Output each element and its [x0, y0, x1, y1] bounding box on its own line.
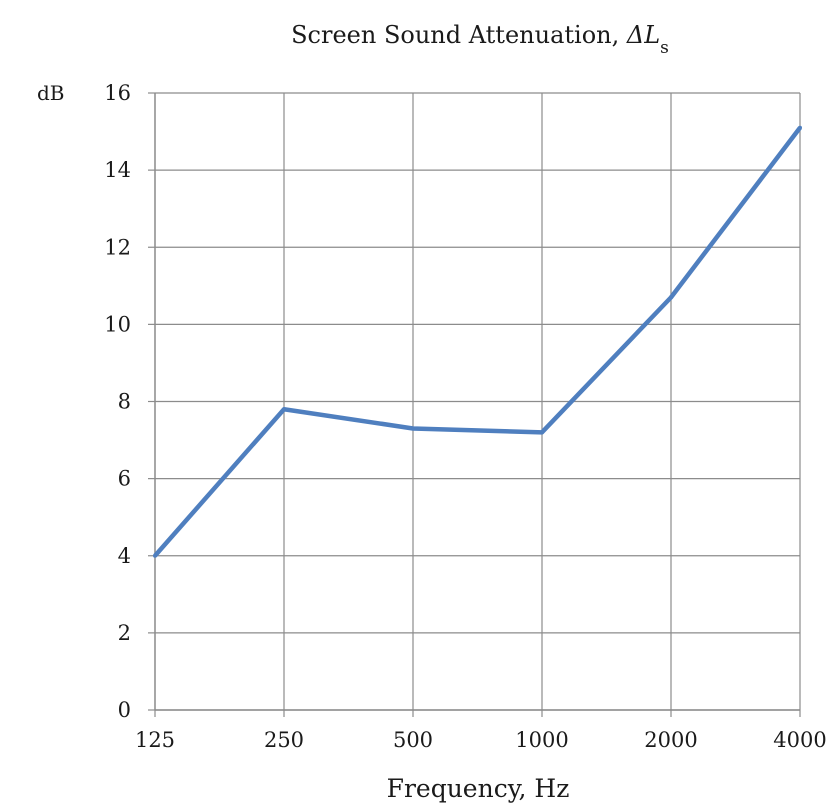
data-point	[798, 125, 802, 130]
series-group	[153, 125, 802, 558]
axes	[148, 92, 801, 717]
y-tick-label: 4	[118, 544, 131, 568]
x-axis-label: Frequency, Hz	[387, 774, 570, 803]
y-tick-label: 8	[118, 390, 131, 414]
series-line	[153, 126, 802, 558]
data-point	[669, 295, 673, 300]
x-tick-label: 1000	[515, 728, 568, 752]
y-tick-label: 14	[104, 158, 131, 182]
y-tick-label: 6	[118, 467, 131, 491]
y-tick-label: 0	[118, 698, 131, 722]
x-tick-labels: 125 250 500 1000 2000 4000	[135, 728, 827, 752]
data-point	[282, 407, 286, 412]
x-tick-label: 4000	[773, 728, 826, 752]
data-point	[411, 426, 415, 431]
y-tick-label: 16	[104, 81, 131, 105]
y-tick-label: 2	[118, 621, 131, 645]
gridlines	[154, 92, 801, 711]
y-axis-label: dB	[37, 81, 65, 105]
x-tick-label: 125	[135, 728, 175, 752]
x-tick-label: 250	[264, 728, 304, 752]
data-point	[540, 430, 544, 435]
x-tick-label: 500	[393, 728, 433, 752]
data-point	[153, 553, 157, 558]
x-tick-label: 2000	[644, 728, 697, 752]
chart-title: Screen Sound Attenuation, ΔLs	[291, 21, 669, 58]
y-tick-label: 12	[104, 235, 131, 259]
y-tick-labels: 0 2 4 6 8 10 12 14 16	[104, 81, 131, 722]
y-tick-label: 10	[104, 312, 131, 336]
